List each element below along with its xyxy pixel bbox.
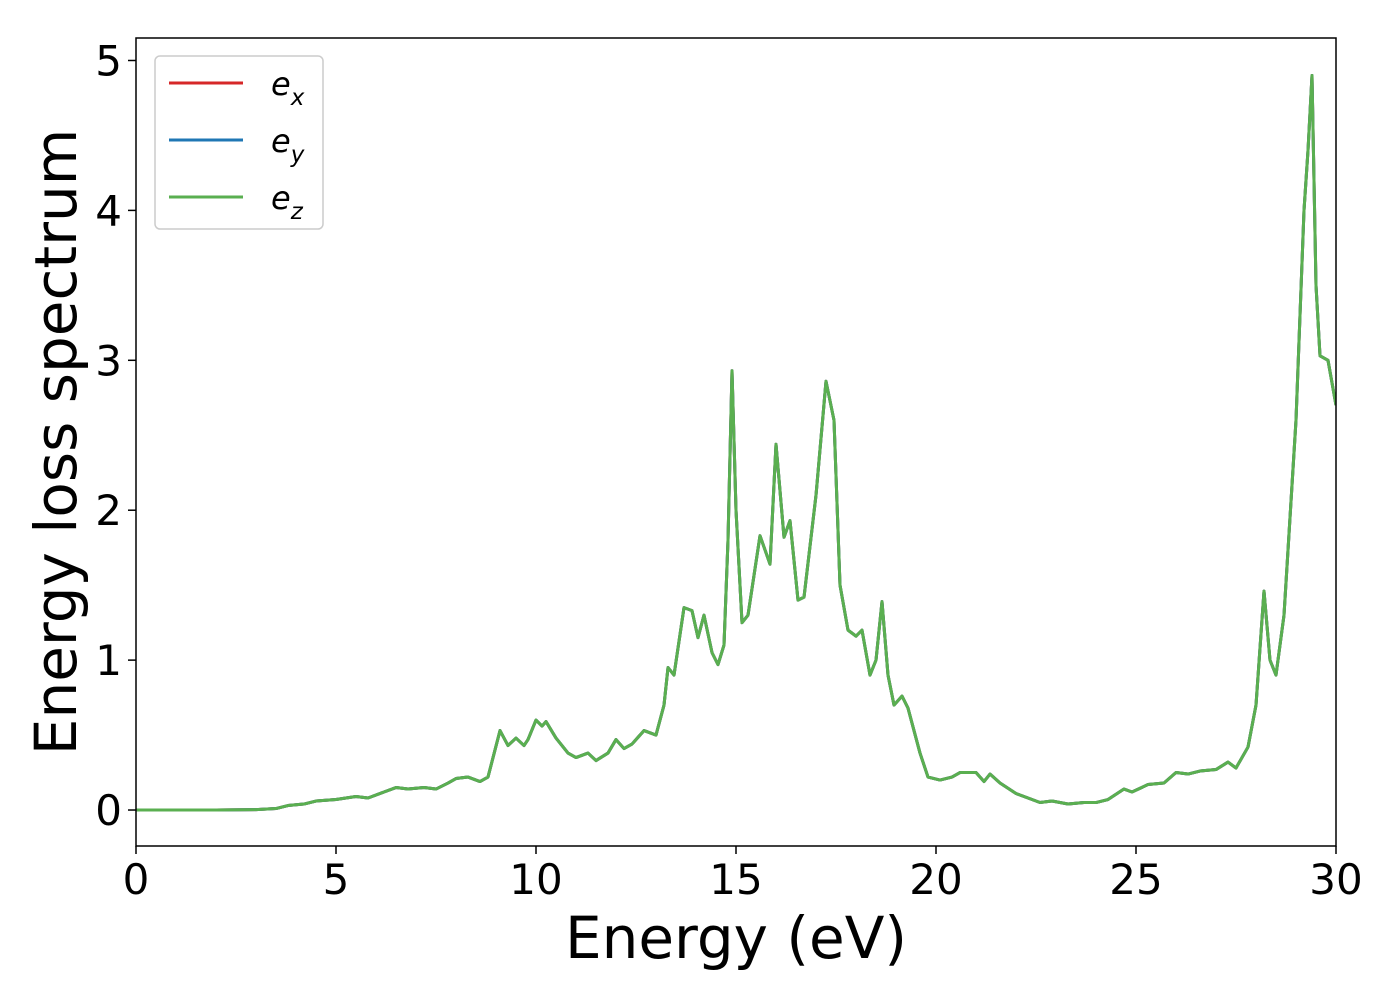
legend-label: ez xyxy=(271,179,304,225)
y-tick-label: 1 xyxy=(95,636,122,685)
plot-frame xyxy=(135,37,1337,847)
x-tick-label: 15 xyxy=(709,855,762,904)
x-tick-label: 0 xyxy=(123,855,150,904)
legend-label: ex xyxy=(271,65,305,111)
y-tick-label: 3 xyxy=(95,336,122,385)
legend-box xyxy=(154,55,324,230)
y-tick-label: 5 xyxy=(95,36,122,85)
x-tick-label: 20 xyxy=(909,855,962,904)
x-tick-label: 25 xyxy=(1109,855,1162,904)
x-axis-label: Energy (eV) xyxy=(565,904,907,972)
y-axis-label: Energy loss spectrum xyxy=(22,129,90,755)
data-line xyxy=(136,73,1336,812)
y-tick-label: 0 xyxy=(95,786,122,835)
x-tick-label: 30 xyxy=(1309,855,1362,904)
legend-label: ey xyxy=(271,122,305,168)
y-tick-label: 4 xyxy=(95,186,122,235)
y-tick-label: 2 xyxy=(95,486,122,535)
x-tick-label: 10 xyxy=(509,855,562,904)
x-tick-label: 5 xyxy=(323,855,350,904)
